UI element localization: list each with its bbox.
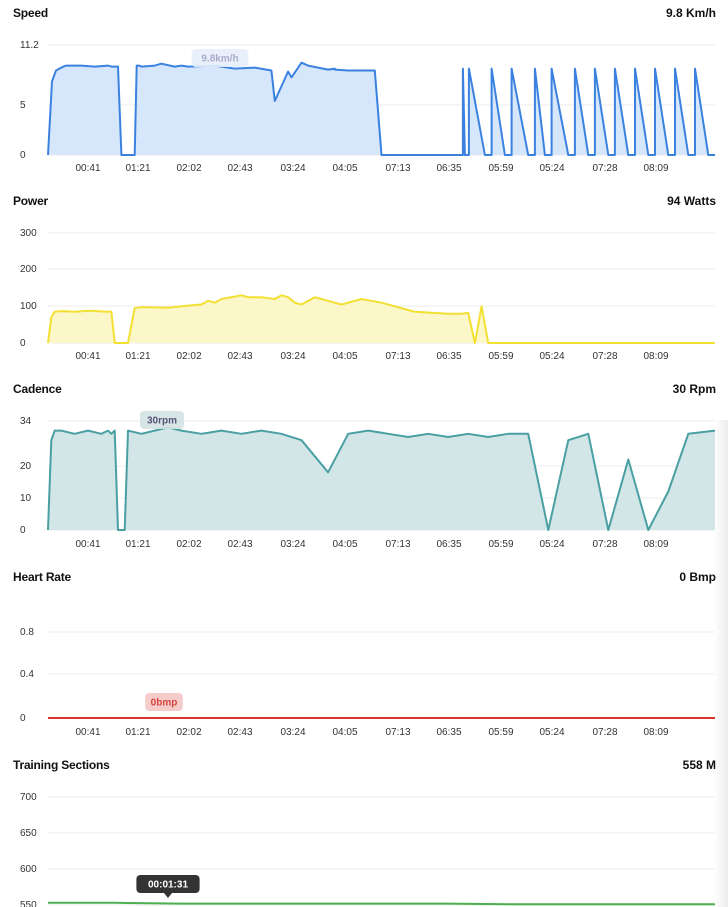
cadence-x-tick: 04:05 [332, 539, 357, 550]
speed-x-tick: 06:35 [436, 163, 461, 174]
heart-rate-x-tick: 00:41 [75, 727, 100, 738]
training-sections-current-value: 558 M [682, 758, 716, 772]
speed-y-tick: 0 [20, 150, 26, 161]
training-sections-y-tick: 700 [20, 792, 37, 803]
power-x-tick: 08:09 [643, 351, 668, 362]
heart-rate-tooltip: 0bmp [145, 693, 183, 711]
speed-x-tick: 00:41 [75, 163, 100, 174]
heart-rate-current-value: 0 Bmp [679, 570, 716, 584]
training-sections-y-tick: 600 [20, 864, 37, 875]
speed-x-tick: 07:28 [592, 163, 617, 174]
cadence-title: Cadence [13, 382, 62, 396]
speed-tooltip: 9.8km/h [191, 49, 249, 67]
cadence-x-tick: 05:59 [488, 539, 513, 550]
power-x-tick: 01:21 [125, 351, 150, 362]
cadence-current-value: 30 Rpm [672, 382, 716, 396]
power-title: Power [13, 194, 49, 208]
cadence-x-tick: 07:28 [592, 539, 617, 550]
training-sections-tooltip: 00:01:31 [136, 875, 200, 898]
cadence-x-tick: 02:02 [176, 539, 201, 550]
cadence-x-tick: 08:09 [643, 539, 668, 550]
speed-x-tick: 02:02 [176, 163, 201, 174]
speed-x-tick: 05:59 [488, 163, 513, 174]
power-x-tick: 02:02 [176, 351, 201, 362]
heart-rate-x-tick: 07:28 [592, 727, 617, 738]
cadence-tooltip: 30rpm [140, 411, 184, 429]
power-y-tick: 0 [20, 338, 26, 349]
power-y-tick: 300 [20, 228, 37, 239]
training-sections-tooltip-text: 00:01:31 [148, 880, 188, 891]
power-area [48, 295, 715, 343]
speed-y-tick: 5 [20, 100, 26, 111]
heart-rate-x-tick: 03:24 [280, 727, 305, 738]
speed-title: Speed [13, 6, 49, 20]
power-x-tick: 05:24 [539, 351, 564, 362]
speed-y-tick: 11.2 [20, 40, 39, 51]
cadence-series-line [47, 426, 716, 531]
speed-x-tick: 04:05 [332, 163, 357, 174]
heart-rate-x-tick: 02:02 [176, 727, 201, 738]
cadence-x-tick: 01:21 [125, 539, 150, 550]
speed-x-tick: 08:09 [643, 163, 668, 174]
cadence-x-tick: 03:24 [280, 539, 305, 550]
training-sections-series-line [48, 901, 715, 906]
heart-rate-x-tick: 02:43 [227, 727, 252, 738]
heart-rate-x-tick: 04:05 [332, 727, 357, 738]
heart-rate-y-tick: 0 [20, 713, 26, 724]
speed-x-tick: 01:21 [125, 163, 150, 174]
power-current-value: 94 Watts [667, 194, 716, 208]
heart-rate-x-tick: 05:59 [488, 727, 513, 738]
power-x-tick: 05:59 [488, 351, 513, 362]
speed-x-tick: 03:24 [280, 163, 305, 174]
cadence-tooltip-text: 30rpm [147, 416, 177, 427]
cadence-y-tick: 0 [20, 525, 26, 536]
speed-x-tick: 07:13 [385, 163, 410, 174]
scroll-shadow [714, 420, 728, 907]
power-x-tick: 07:28 [592, 351, 617, 362]
cadence-y-tick: 34 [20, 416, 32, 427]
heart-rate-x-tick: 08:09 [643, 727, 668, 738]
cadence-x-tick: 06:35 [436, 539, 461, 550]
heart-rate-x-tick: 06:35 [436, 727, 461, 738]
power-x-tick: 06:35 [436, 351, 461, 362]
heart-rate-tooltip-text: 0bmp [151, 698, 178, 709]
heart-rate-x-tick: 05:24 [539, 727, 564, 738]
heart-rate-y-tick: 0.8 [20, 627, 34, 638]
power-x-tick: 07:13 [385, 351, 410, 362]
power-x-tick: 02:43 [227, 351, 252, 362]
power-y-tick: 200 [20, 264, 37, 275]
power-x-tick: 00:41 [75, 351, 100, 362]
heart-rate-x-tick: 07:13 [385, 727, 410, 738]
heart-rate-x-tick: 01:21 [125, 727, 150, 738]
speed-tooltip-text: 9.8km/h [201, 54, 238, 65]
speed-series-line [47, 61, 715, 156]
cadence-x-tick: 05:24 [539, 539, 564, 550]
power-x-tick: 03:24 [280, 351, 305, 362]
cadence-y-tick: 20 [20, 461, 32, 472]
speed-current-value: 9.8 Km/h [665, 6, 716, 20]
training-sections-y-tick: 550 [20, 900, 37, 907]
heart-rate-title: Heart Rate [13, 570, 72, 584]
training-sections-y-tick: 650 [20, 828, 37, 839]
cadence-x-tick: 00:41 [75, 539, 100, 550]
training-sections-title: Training Sections [13, 758, 110, 772]
cadence-x-tick: 02:43 [227, 539, 252, 550]
cadence-area [48, 427, 715, 530]
heart-rate-y-tick: 0.4 [20, 669, 34, 680]
power-series-line [47, 294, 715, 344]
speed-area [48, 62, 715, 156]
power-y-tick: 100 [20, 301, 37, 312]
power-x-tick: 04:05 [332, 351, 357, 362]
speed-x-tick: 05:24 [539, 163, 564, 174]
cadence-x-tick: 07:13 [385, 539, 410, 550]
speed-x-tick: 02:43 [227, 163, 252, 174]
cadence-y-tick: 10 [20, 493, 32, 504]
